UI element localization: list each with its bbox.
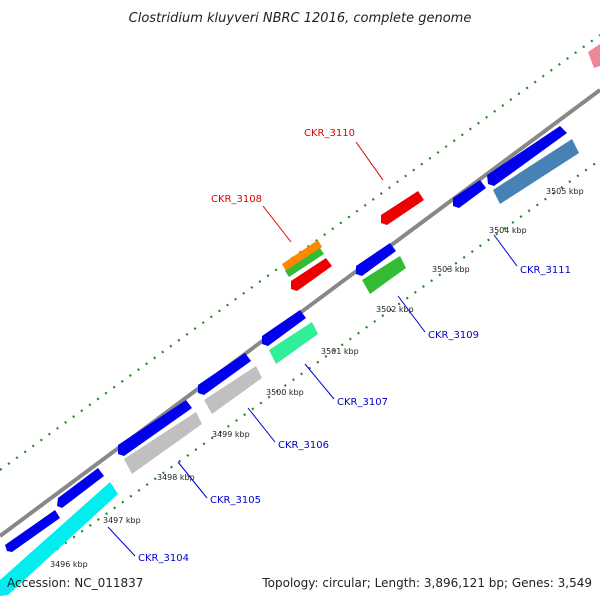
gene-arrow-green[interactable] [362, 256, 406, 294]
gene-arrow-orange[interactable] [282, 240, 322, 271]
gene-arrow[interactable] [198, 353, 251, 395]
gene-arrow[interactable] [118, 400, 192, 456]
gene-arrow-silver[interactable] [204, 366, 262, 414]
accession-text: Accession: NC_011837 [7, 576, 143, 590]
gene-labels: CKR_3104 CKR_3105 CKR_3106 CKR_3107 CKR_… [138, 128, 571, 564]
gene-arrow-silver[interactable] [124, 412, 202, 474]
scale-label: 3498 kbp [157, 473, 195, 482]
gene-label-ckr-3111[interactable]: CKR_3111 [520, 265, 571, 276]
gene-label-ckr-3105[interactable]: CKR_3105 [210, 495, 261, 506]
gene-label-ckr-3109[interactable]: CKR_3109 [428, 330, 479, 341]
gene-label-ckr-3107[interactable]: CKR_3107 [337, 397, 388, 408]
gene-arrow-red-3108[interactable] [291, 258, 332, 291]
gene-label-ckr-3110[interactable]: CKR_3110 [304, 128, 355, 139]
gene-arrow-cyan[interactable] [0, 482, 118, 596]
forward-genes [5, 44, 600, 552]
gene-arrow[interactable] [5, 510, 60, 552]
scale-label: 3504 kbp [489, 226, 527, 235]
dotted-track-inner [0, 159, 600, 591]
map-title: Clostridium kluyveri NBRC 12016, complet… [129, 11, 472, 26]
gene-arrow-mint[interactable] [269, 322, 318, 364]
gene-label-ckr-3106[interactable]: CKR_3106 [278, 440, 329, 451]
gene-arrow-red-3110[interactable] [381, 191, 424, 225]
scale-label: 3497 kbp [103, 516, 141, 525]
gene-arrow-green[interactable] [285, 248, 324, 277]
label-leaders [107, 141, 518, 557]
gene-arrow[interactable] [487, 126, 567, 186]
gene-arrow-steel[interactable] [493, 139, 579, 204]
gene-label-ckr-3104[interactable]: CKR_3104 [138, 553, 189, 564]
gene-arrow-pink[interactable] [588, 44, 600, 68]
gene-arrow[interactable] [356, 243, 396, 276]
scale-label: 3499 kbp [212, 430, 250, 439]
scale-label: 3502 kbp [376, 305, 414, 314]
scale-label: 3501 kbp [321, 347, 359, 356]
scale-label: 3500 kbp [266, 388, 304, 397]
scale-label: 3496 kbp [50, 560, 88, 569]
scale-labels: 3496 kbp 3497 kbp 3498 kbp 3499 kbp 3500… [50, 187, 584, 569]
scale-label: 3505 kbp [546, 187, 584, 196]
genome-summary-text: Topology: circular; Length: 3,896,121 bp… [261, 576, 592, 590]
gene-label-ckr-3108[interactable]: CKR_3108 [211, 194, 262, 205]
scale-label: 3503 kbp [432, 265, 470, 274]
gene-arrow[interactable] [57, 468, 104, 508]
gene-arrow[interactable] [262, 310, 306, 346]
reverse-genes [0, 139, 579, 596]
gene-arrow[interactable] [453, 180, 486, 208]
